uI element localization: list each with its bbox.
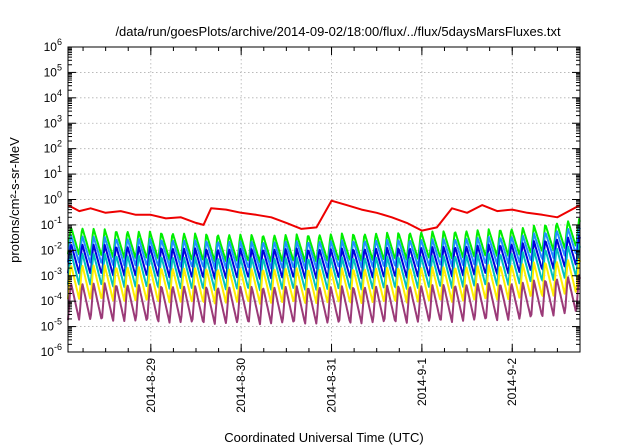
y-tick-exponent: -4: [54, 291, 62, 301]
x-tick-label: 2014-9-2: [505, 358, 519, 406]
y-tick-label: 104: [44, 88, 62, 105]
y-tick-exponent: -2: [54, 240, 62, 250]
series-line: [67, 257, 581, 305]
y-tick-label: 102: [44, 139, 62, 156]
y-axis-title: protons/cm²-s-sr-MeV: [7, 137, 22, 263]
x-tick-label: 2014-8-29: [144, 358, 158, 413]
y-tick-label: 10-6: [41, 342, 62, 359]
x-axis: 2014-8-29 2014-8-30 2014-8-31 2014-9-1 2014-…: [82, 47, 581, 413]
series-line: [67, 225, 581, 271]
y-tick-label: 10-5: [41, 317, 62, 334]
y-tick-label: 100: [44, 190, 62, 207]
y-tick-label: 101: [44, 164, 62, 181]
y-tick-exponent: -1: [54, 215, 62, 225]
y-tick-label: 10-4: [41, 291, 62, 308]
y-tick-label: 105: [44, 62, 62, 79]
y-tick-exponent: -3: [54, 266, 62, 276]
chart-title: /data/run/goesPlots/archive/2014-09-02/1…: [115, 24, 561, 39]
y-tick-label: 10-2: [41, 240, 62, 257]
y-tick-label: 106: [44, 37, 62, 54]
series-line: [67, 243, 581, 292]
series-line: [67, 218, 581, 264]
series-line: [67, 234, 581, 280]
series-group: [67, 199, 581, 326]
y-tick-exponent: -6: [54, 342, 62, 352]
series-line: [67, 199, 581, 232]
y-tick-label: 10-1: [41, 215, 62, 232]
y-tick-exponent: 5: [57, 62, 62, 72]
y-tick-exponent: 3: [57, 113, 62, 123]
y-tick-label: 10-3: [41, 266, 62, 283]
y-tick-exponent: 4: [57, 88, 62, 98]
y-tick-exponent: 6: [57, 37, 62, 47]
y-tick-label: 103: [44, 113, 62, 130]
x-tick-label: 2014-9-1: [415, 358, 429, 406]
x-tick-label: 2014-8-30: [234, 358, 248, 413]
y-tick-exponent: 1: [57, 164, 62, 174]
x-tick-label: 2014-8-31: [325, 358, 339, 413]
y-tick-exponent: 2: [57, 139, 62, 149]
y-tick-exponent: 0: [57, 190, 62, 200]
y-tick-exponent: -5: [54, 317, 62, 327]
series-line: [67, 274, 581, 326]
x-axis-title: Coordinated Universal Time (UTC): [224, 430, 423, 445]
